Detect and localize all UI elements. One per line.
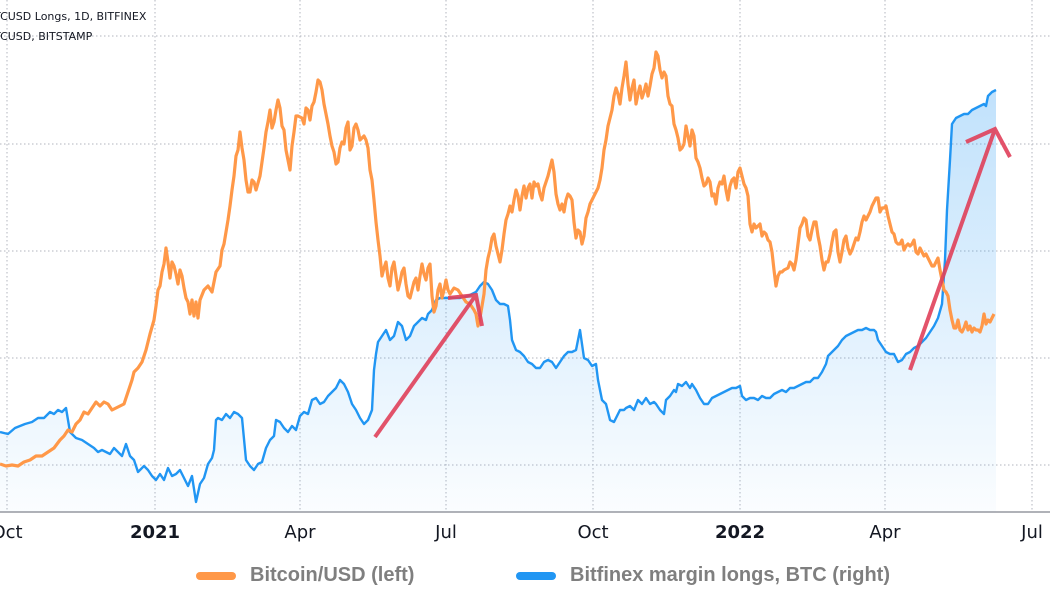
x-tick-2021: 2021	[129, 522, 181, 543]
x-tick-oct-2020: Oct	[0, 522, 23, 543]
x-tick-2022: 2022	[714, 522, 766, 543]
x-tick-apr-2021: Apr	[284, 522, 316, 543]
longs-line	[0, 88, 997, 504]
legend-label-longs: Bitfinex margin longs, BTC (right)	[570, 564, 890, 586]
legend-item-longs: Bitfinex margin longs, BTC (right)	[516, 564, 890, 587]
bitcoin-line	[0, 50, 996, 468]
series-title-longs: TCUSD Longs, 1D, BITFINEX	[0, 10, 147, 23]
legend-label-bitcoin: Bitcoin/USD (left)	[250, 564, 415, 586]
x-tick-jul-2021: Jul	[435, 522, 457, 543]
legend-swatch-blue	[516, 571, 556, 580]
x-tick-oct-2021: Oct	[577, 522, 609, 543]
longs-area-fill	[0, 90, 996, 512]
x-tick-jul-2022: Jul	[1021, 522, 1043, 543]
series-title-bitcoin: TCUSD, BITSTAMP	[0, 30, 93, 43]
x-tick-apr-2022: Apr	[869, 522, 901, 543]
legend-swatch-orange	[196, 571, 236, 580]
legend-item-bitcoin: Bitcoin/USD (left)	[196, 564, 414, 587]
trend-arrow-1	[373, 292, 484, 439]
trend-arrow-2	[908, 126, 1012, 371]
